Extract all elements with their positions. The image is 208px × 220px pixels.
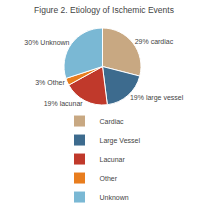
svg-text:Figure 2. Etiology of Ischemic: Figure 2. Etiology of Ischemic Events — [34, 5, 174, 15]
svg-text:Unknown: Unknown — [100, 194, 129, 201]
svg-text:Cardiac: Cardiac — [100, 118, 125, 125]
svg-text:Lacunar: Lacunar — [100, 156, 126, 163]
svg-text:29% cardiac: 29% cardiac — [135, 38, 174, 45]
svg-text:19% lacunar: 19% lacunar — [44, 100, 84, 107]
svg-text:Other: Other — [100, 175, 118, 182]
svg-text:19% large vessel: 19% large vessel — [130, 94, 184, 102]
svg-text:30% Unknown: 30% Unknown — [24, 39, 69, 46]
svg-text:Large Vessel: Large Vessel — [100, 137, 141, 145]
svg-text:3% Other: 3% Other — [35, 79, 65, 86]
